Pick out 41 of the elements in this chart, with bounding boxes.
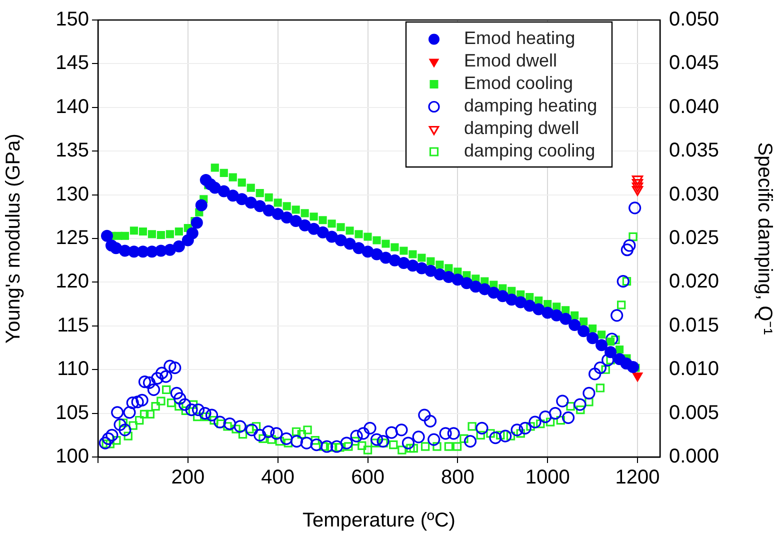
x-tick-label: 1000 [525,466,570,489]
y-tick-label: 135 [56,140,89,162]
point [632,176,644,186]
x-tick-label: 800 [440,466,474,489]
y-axis-title: Young's modulus (GPa) [2,134,25,344]
y2-tick-label: 0.050 [669,8,720,31]
y2-tick-label: 0.045 [669,52,720,74]
legend-label: damping cooling [464,140,596,161]
y2-tick-label: 0.020 [669,270,720,293]
y2-tick-label: 0.000 [669,446,720,468]
y2-tick-label: 0.025 [669,227,720,250]
y-tick-label: 120 [56,270,89,293]
y2-tick-label: 0.010 [669,358,720,380]
y-tick-label: 150 [56,8,89,31]
y-tick-label: 105 [56,402,89,424]
y-tick-label: 145 [56,52,89,74]
legend-label: damping dwell [464,118,580,138]
y2-tick-label: 0.035 [669,140,720,162]
y-tick-label: 110 [57,358,89,380]
point [632,179,644,189]
y-tick-label: 140 [56,96,89,118]
point [632,182,644,192]
y-tick-label: 130 [56,183,89,206]
y2-tick-label: 0.030 [669,183,720,206]
y-tick-label: 100 [56,446,89,468]
x-tick-label: 200 [171,466,205,489]
legend-label: Emod heating [464,28,576,48]
y2-tick-label: 0.015 [669,314,720,336]
y-tick-label: 125 [56,227,89,250]
x-axis-title: Temperature (ºC) [302,510,456,532]
legend-label: Emod dwell [464,50,558,71]
x-tick-label: 1200 [615,466,660,489]
legend-label: Emod cooling [464,73,574,94]
point [632,186,644,196]
x-tick-label: 400 [261,466,295,489]
y2-tick-label: 0.040 [669,96,720,118]
y2-axis-title: Specific damping, Q⁻¹ [753,142,776,336]
legend-label: damping heating [464,96,598,116]
y2-tick-label: 0.005 [669,402,720,424]
x-tick-label: 600 [351,466,384,489]
y-tick-label: 115 [57,314,89,336]
